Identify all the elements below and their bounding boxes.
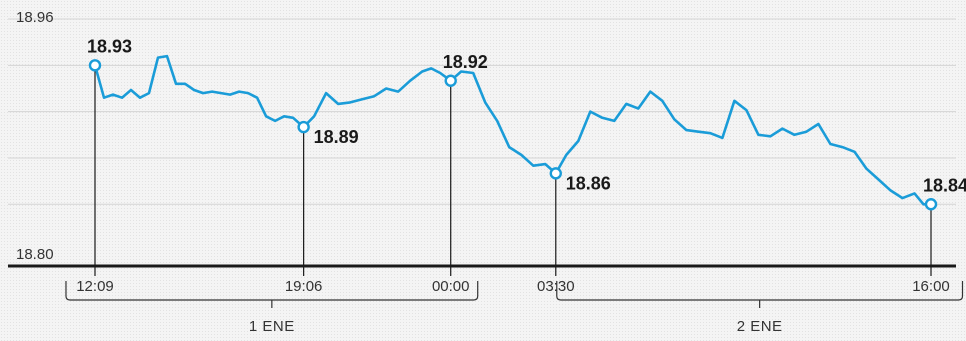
x-tick-label: 12:09: [76, 278, 114, 295]
callout-label: 18.86: [566, 173, 611, 193]
x-tick-label: 00:00: [432, 278, 470, 295]
series-line: [93, 54, 933, 206]
day-bracket: [65, 281, 479, 301]
callout-label: 18.84: [923, 175, 966, 195]
callout-markers: 18.93 18.89 18.92 18.86 18.84: [87, 36, 966, 211]
x-time-ticks: 12:09 19:06 00:00 03:30 16:00: [76, 266, 950, 295]
x-tick-label: 19:06: [285, 278, 323, 295]
gridlines: [8, 18, 956, 205]
callout-marker: [549, 167, 562, 180]
y-tick-label-top: 18.96: [16, 9, 54, 26]
callout-label: 18.92: [443, 52, 488, 72]
day-bracket: [556, 281, 964, 301]
day-label: 2 ENE: [737, 318, 783, 335]
callout-marker: [88, 59, 102, 72]
day-label: 1 ENE: [249, 318, 295, 335]
x-tick-label: 16:00: [912, 278, 950, 295]
callout-drop-lines: [94, 70, 932, 266]
day-brackets: 1 ENE 2 ENE: [65, 281, 964, 335]
y-tick-label-bottom: 18.80: [16, 246, 54, 263]
x-tick-label: 03:30: [537, 278, 575, 295]
callout-marker: [297, 120, 310, 134]
callout-label: 18.89: [314, 127, 359, 147]
callout-marker: [924, 198, 938, 211]
callout-marker: [444, 74, 457, 87]
callout-label: 18.93: [87, 36, 132, 56]
